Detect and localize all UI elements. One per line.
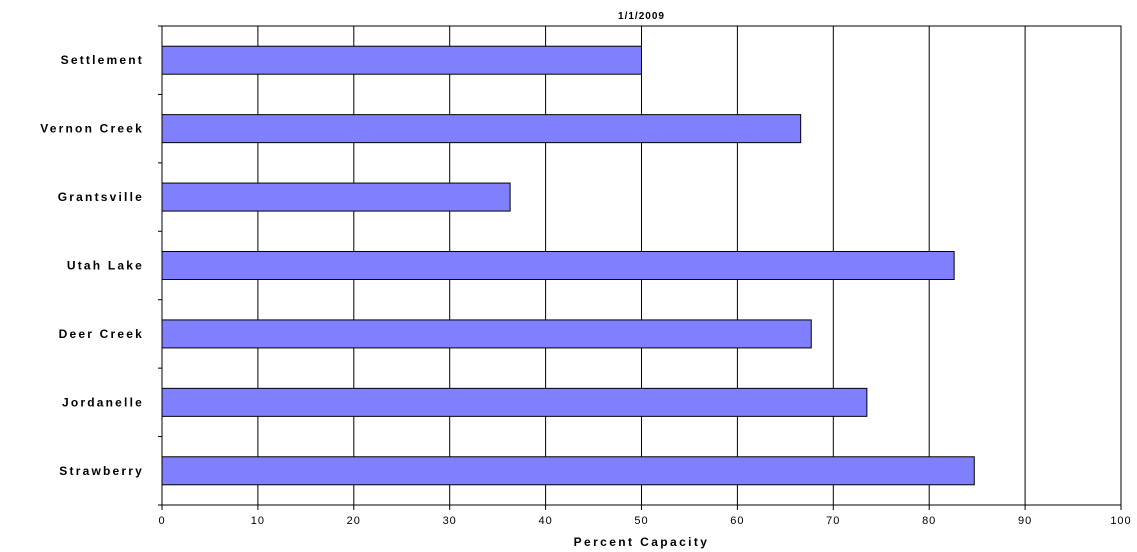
x-tick-label: 60: [730, 515, 744, 527]
x-tick-label: 20: [347, 515, 361, 527]
x-axis: 0 10 20 30 40 50 60 70 80 90 100: [158, 505, 1131, 527]
category-label: Deer Creek: [59, 327, 144, 341]
bar: [161, 387, 868, 417]
category-label: Settlement: [61, 53, 144, 67]
x-tick-label: 10: [251, 515, 265, 527]
x-tick-label: 30: [443, 515, 457, 527]
bar: [161, 45, 642, 75]
chart-title: 1/1/2009: [618, 11, 665, 22]
x-axis-title: Percent Capacity: [574, 535, 710, 549]
category-label: Jordanelle: [62, 395, 144, 409]
x-tick-label: 40: [538, 515, 552, 527]
category-label: Grantsville: [58, 190, 144, 204]
bar: [161, 319, 812, 349]
x-tick-label: 80: [922, 515, 936, 527]
bar: [161, 251, 955, 280]
x-tick-label: 90: [1018, 515, 1032, 527]
category-label: Utah Lake: [67, 259, 144, 273]
category-label: Vernon Creek: [40, 122, 144, 136]
bar: [161, 182, 511, 212]
x-tick-label: 50: [634, 515, 648, 527]
x-tick-label: 70: [826, 515, 840, 527]
bar: [161, 456, 975, 486]
y-axis: Settlement Vernon Creek Grantsville Utah La…: [40, 25, 162, 506]
category-label: Strawberry: [59, 464, 144, 478]
x-tick-label: 100: [1110, 515, 1131, 527]
x-tick-label: 0: [158, 515, 165, 527]
bar: [161, 114, 802, 144]
bars-group: [161, 45, 975, 486]
